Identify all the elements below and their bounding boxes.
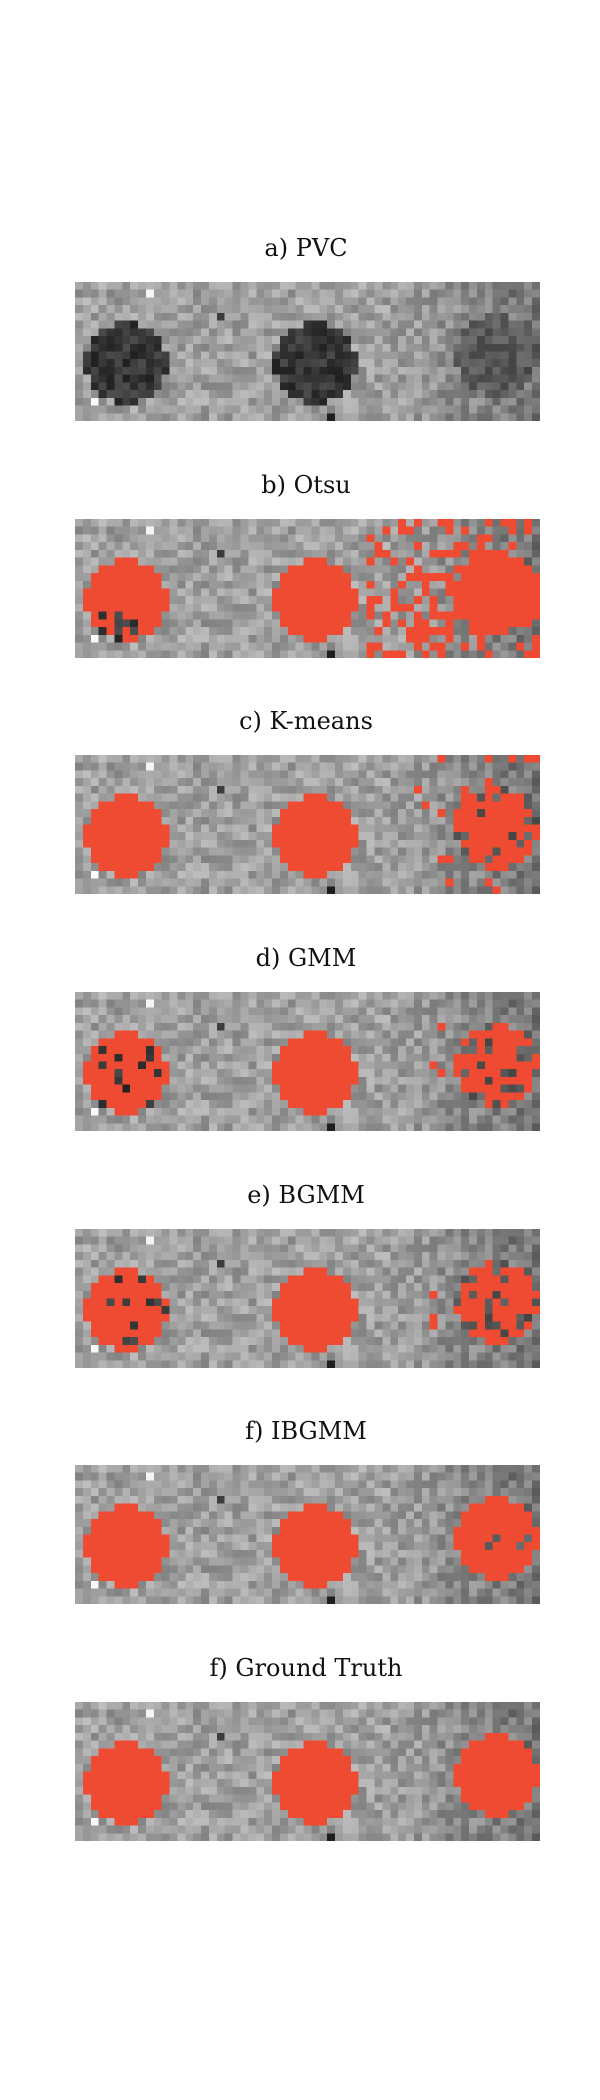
panel-image-ibgmm <box>75 1465 540 1604</box>
panel-image-otsu <box>75 519 540 658</box>
panel-title-ground-truth: f) Ground Truth <box>209 1654 403 1682</box>
panel-image-pvc <box>75 282 540 421</box>
panel-title-gmm: d) GMM <box>255 944 357 972</box>
panel-image-ground-truth <box>75 1702 540 1841</box>
panel-title-kmeans: c) K-means <box>239 707 373 735</box>
panel-image-kmeans <box>75 755 540 894</box>
panel-title-otsu: b) Otsu <box>261 471 351 499</box>
panel-title-ibgmm: f) IBGMM <box>245 1417 367 1445</box>
panel-title-pvc: a) PVC <box>264 234 348 262</box>
panel-image-gmm <box>75 992 540 1131</box>
panel-title-bgmm: e) BGMM <box>247 1181 365 1209</box>
panel-image-bgmm <box>75 1229 540 1368</box>
